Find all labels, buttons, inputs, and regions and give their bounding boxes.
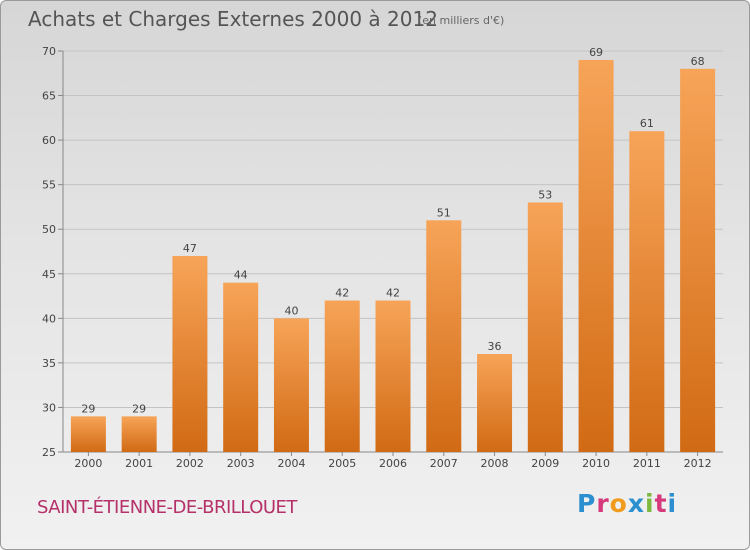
data-label: 29 — [132, 402, 146, 415]
data-label: 68 — [691, 55, 705, 68]
logo-letter: x — [627, 489, 645, 518]
data-label: 51 — [437, 206, 451, 219]
bar — [629, 131, 665, 452]
data-label: 53 — [538, 188, 552, 201]
data-label: 36 — [488, 340, 502, 353]
x-tick-label: 2008 — [481, 457, 509, 470]
bar — [527, 202, 563, 452]
x-tick-label: 2006 — [379, 457, 407, 470]
y-tick-label: 55 — [42, 179, 56, 192]
y-tick-label: 30 — [42, 401, 56, 414]
logo-letter: r — [596, 489, 610, 518]
y-tick-label: 40 — [42, 312, 56, 325]
y-tick-label: 35 — [42, 357, 56, 370]
commune-name: SAINT-ÉTIENNE-DE-BRILLOUET — [37, 497, 297, 518]
bar — [121, 416, 157, 452]
x-tick-label: 2000 — [74, 457, 102, 470]
bars — [70, 59, 716, 453]
chart-title: Achats et Charges Externes 2000 à 2012 — [28, 7, 438, 31]
data-label: 29 — [81, 402, 95, 415]
data-label: 61 — [640, 117, 654, 130]
logo-letter: P — [577, 489, 597, 518]
logo-letter: i — [645, 489, 655, 518]
logo-letter: i — [667, 489, 678, 518]
x-tick-label: 2002 — [176, 457, 204, 470]
bar — [172, 255, 208, 452]
x-tick-label: 2001 — [125, 457, 153, 470]
bar — [680, 68, 716, 453]
x-tick-label: 2010 — [582, 457, 610, 470]
x-tick-label: 2003 — [227, 457, 255, 470]
bar — [273, 318, 309, 452]
data-label: 44 — [234, 269, 248, 282]
y-tick-label: 70 — [42, 45, 56, 58]
proxiti-logo: Proxiti — [577, 489, 677, 518]
data-labels: 29 29 47 44 40 42 42 51 36 53 69 61 68 — [81, 46, 704, 415]
x-tick-label: 2011 — [633, 457, 661, 470]
y-tick-label: 60 — [42, 134, 56, 147]
x-tick-label: 2005 — [328, 457, 356, 470]
x-axis: 2000 2001 2002 2003 2004 2005 2006 2007 2008 2009… — [74, 452, 712, 470]
data-label: 42 — [386, 287, 400, 300]
x-tick-label: 2009 — [531, 457, 559, 470]
bar — [70, 416, 106, 452]
y-tick-label: 25 — [42, 446, 56, 459]
bar — [578, 59, 614, 453]
data-label: 47 — [183, 242, 197, 255]
bar — [477, 353, 513, 452]
x-tick-label: 2012 — [684, 457, 712, 470]
bar — [324, 300, 360, 452]
data-label: 40 — [284, 304, 298, 317]
logo-letter: t — [654, 489, 668, 518]
logo-letter: o — [609, 489, 628, 518]
data-label: 42 — [335, 287, 349, 300]
chart-unit-label: (en milliers d'€) — [418, 14, 505, 27]
x-tick-label: 2007 — [430, 457, 458, 470]
bar — [223, 282, 259, 452]
y-tick-label: 65 — [42, 90, 56, 103]
bar — [375, 300, 411, 452]
y-tick-label: 50 — [42, 223, 56, 236]
y-tick-label: 45 — [42, 268, 56, 281]
x-tick-label: 2004 — [277, 457, 305, 470]
data-label: 69 — [589, 46, 603, 59]
bar — [426, 220, 462, 452]
